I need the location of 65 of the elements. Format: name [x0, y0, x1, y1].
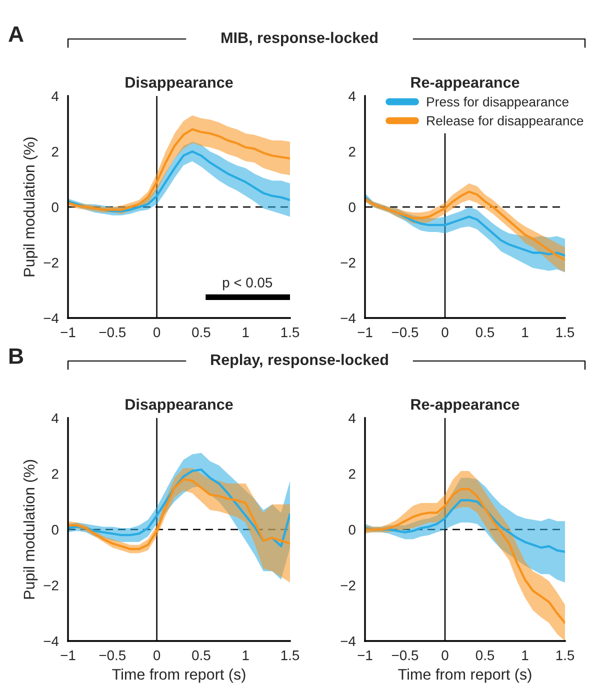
y-tick-label: 2 — [52, 469, 58, 479]
chart-title: Re-appearance — [411, 399, 520, 413]
legend-label: Press for disappearance — [427, 96, 568, 110]
y-tick-label: 4 — [348, 413, 356, 424]
y-tick-label: −4 — [44, 636, 59, 646]
y-tick-label: −2 — [44, 580, 58, 590]
x-tick-label: 1 — [522, 328, 528, 338]
y-tick-label: 4 — [52, 91, 59, 102]
x-tick-label: −0.5 — [99, 650, 126, 660]
y-tick-label: 4 — [348, 91, 356, 102]
y-tick-label: −4 — [340, 313, 356, 324]
x-tick-label: 0.5 — [476, 327, 494, 338]
x-tick-label: 0.5 — [192, 327, 210, 338]
x-axis-title: Time from report (s) — [398, 668, 532, 683]
line-series — [68, 468, 290, 548]
x-tick-label: 1.5 — [281, 650, 300, 660]
x-tick-label: 0 — [442, 327, 448, 338]
x-tick-label: 0 — [442, 650, 448, 660]
x-tick-label: 1.5 — [556, 328, 574, 338]
x-tick-label: −1 — [60, 328, 76, 338]
x-tick-label: 0 — [153, 327, 160, 338]
y-axis-title: Pupil modulation (%) — [23, 460, 38, 599]
line-series — [68, 478, 290, 550]
text: Replay, response-locked — [211, 354, 388, 368]
y-tick-label: 0 — [348, 524, 356, 535]
y-tick-label: −2 — [340, 580, 356, 590]
y-tick-label: −2 — [340, 258, 356, 268]
x-tick-label: 1.5 — [281, 328, 300, 338]
line-series — [68, 150, 290, 212]
y-tick-label: 2 — [348, 146, 356, 157]
line-series — [365, 488, 565, 624]
x-tick-label: 0.5 — [192, 650, 210, 660]
x-tick-label: −1 — [358, 650, 372, 660]
legend-label: Release for disappearance — [427, 116, 584, 128]
chart-title: Disappearance — [126, 76, 233, 91]
x-tick-label: 1 — [242, 650, 249, 660]
x-tick-label: −1 — [358, 328, 372, 338]
y-tick-label: 0 — [52, 524, 58, 535]
y-tick-label: 2 — [52, 146, 58, 157]
x-tick-label: −0.5 — [392, 650, 418, 660]
x-tick-label: 1 — [522, 650, 528, 660]
y-tick-label: 2 — [348, 469, 356, 479]
text: MIB, response-locked — [222, 32, 378, 46]
x-tick-label: −0.5 — [99, 327, 126, 338]
x-tick-label: 1 — [242, 328, 249, 338]
y-tick-label: 0 — [52, 202, 58, 212]
y-tick-label: 4 — [52, 413, 59, 424]
line-series — [68, 128, 290, 211]
x-axis-title: Time from report (s) — [112, 668, 246, 683]
annotation: p < 0.05 — [222, 278, 272, 290]
line-series — [365, 499, 565, 553]
y-axis-title: Pupil modulation (%) — [23, 137, 38, 276]
x-tick-label: −0.5 — [392, 327, 418, 338]
chart-title: Disappearance — [126, 398, 233, 413]
y-tick-label: −2 — [44, 258, 58, 268]
y-tick-label: −4 — [44, 313, 59, 324]
x-tick-label: −1 — [60, 650, 76, 660]
y-tick-label: 0 — [348, 202, 356, 212]
y-tick-label: −4 — [340, 636, 356, 646]
x-tick-label: 0 — [153, 650, 160, 660]
x-tick-label: 1.5 — [556, 650, 574, 660]
x-tick-label: 0.5 — [476, 650, 494, 660]
chart-title: Re-appearance — [411, 77, 520, 91]
text: B — [9, 348, 24, 364]
text: A — [8, 26, 24, 42]
